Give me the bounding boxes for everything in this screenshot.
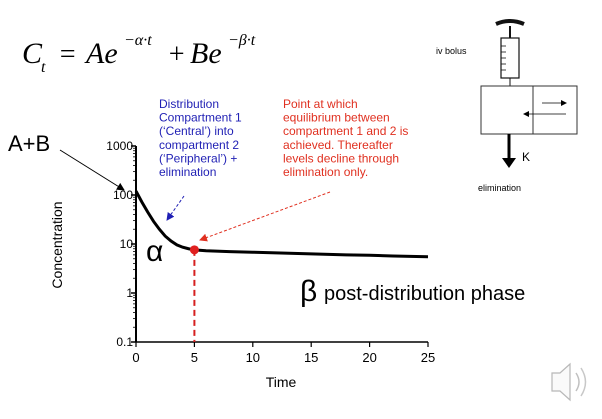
x-tick-label: 0 [132,350,139,365]
syringe-plunger-top [495,19,525,26]
equation: C t = Ae −α·t + Be −β·t [22,32,256,76]
equilibrium-line-6: elimination only. [283,165,368,179]
equilibrium-annotation-text: Point at which equilibrium between compa… [283,97,412,179]
x-ticks: 0 5 10 15 20 25 [132,342,435,365]
x-axis-label: Time [266,374,297,390]
compartment-2-box [532,85,578,135]
k-label: K [522,150,530,164]
equilibrium-line-1: Point at which [283,97,358,111]
equilibrium-annotation: Point at which equilibrium between compa… [199,97,412,242]
equilibrium-line-4: achieved. Thereafter [283,138,393,152]
equilibrium-line-5: levels decline through [283,151,399,165]
speaker-wave [580,367,587,397]
x-tick-label: 20 [362,350,376,365]
distribution-line-1: Distribution [159,97,219,111]
a-plus-b-label: A+B [8,131,50,156]
equilibrium-line-3: compartment 1 and 2 is [283,124,408,138]
x-tick-label: 25 [421,350,435,365]
elimination-arrow-head [502,158,516,168]
distribution-line-2: Compartment 1 [159,111,242,125]
equation-equals: = [58,39,77,70]
equilibrium-arrow [199,191,331,242]
x-tick-label: 5 [191,350,198,365]
y-tick-label: 0.1 [116,335,133,349]
elimination-label: elimination [478,183,521,193]
alpha-label: α [146,235,163,268]
equation-term1-exponent: −α·t [124,32,152,49]
equilibrium-point [189,245,199,255]
distribution-annotation-text: Distribution Compartment 1 (‘Central’) i… [159,97,245,179]
y-axis-label: Concentration [49,201,65,288]
compartment-diagram: iv bolus K elimination [436,19,578,193]
distribution-arrow [166,195,185,221]
distribution-annotation: Distribution Compartment 1 (‘Central’) i… [159,97,245,221]
x-tick-label: 15 [304,350,318,365]
chart-axes: 0.1 1 10 100 1000 0 5 10 15 20 25 [106,139,435,365]
equation-term1: Ae [84,37,118,70]
compartment-1-box [480,85,534,135]
y-tick-label: 100 [113,188,133,202]
distribution-line-6: elimination [159,165,216,179]
equation-lhs: C [22,37,43,70]
distribution-line-5: (‘Peripheral’) + [159,151,237,165]
equation-term2: Be [190,37,222,70]
beta-label: β [300,275,317,308]
equilibrium-line-2: equilibrium between [283,111,390,125]
speaker-icon[interactable] [551,362,587,402]
y-tick-label: 10 [120,237,134,251]
speaker-wave [575,372,580,392]
concentration-curve [134,190,429,259]
plot-area [134,190,429,342]
equation-plus: + [167,39,186,70]
distribution-line-3: (‘Central’) into [159,124,234,138]
equation-term2-exponent: −β·t [228,32,256,49]
x-tick-label: 10 [246,350,260,365]
a-plus-b-arrow [59,149,125,191]
y-tick-label: 1 [126,286,133,300]
equation-lhs-sub: t [41,59,46,76]
y-minor-ticks [133,147,136,328]
distribution-line-4: compartment 2 [159,138,239,152]
speaker-body [551,362,571,402]
syringe-icon [495,19,525,100]
post-distribution-label: post-distribution phase [324,283,525,305]
y-ticks: 0.1 1 10 100 1000 [106,139,136,349]
y-tick-label: 1000 [106,139,133,153]
iv-bolus-label: iv bolus [436,46,467,56]
